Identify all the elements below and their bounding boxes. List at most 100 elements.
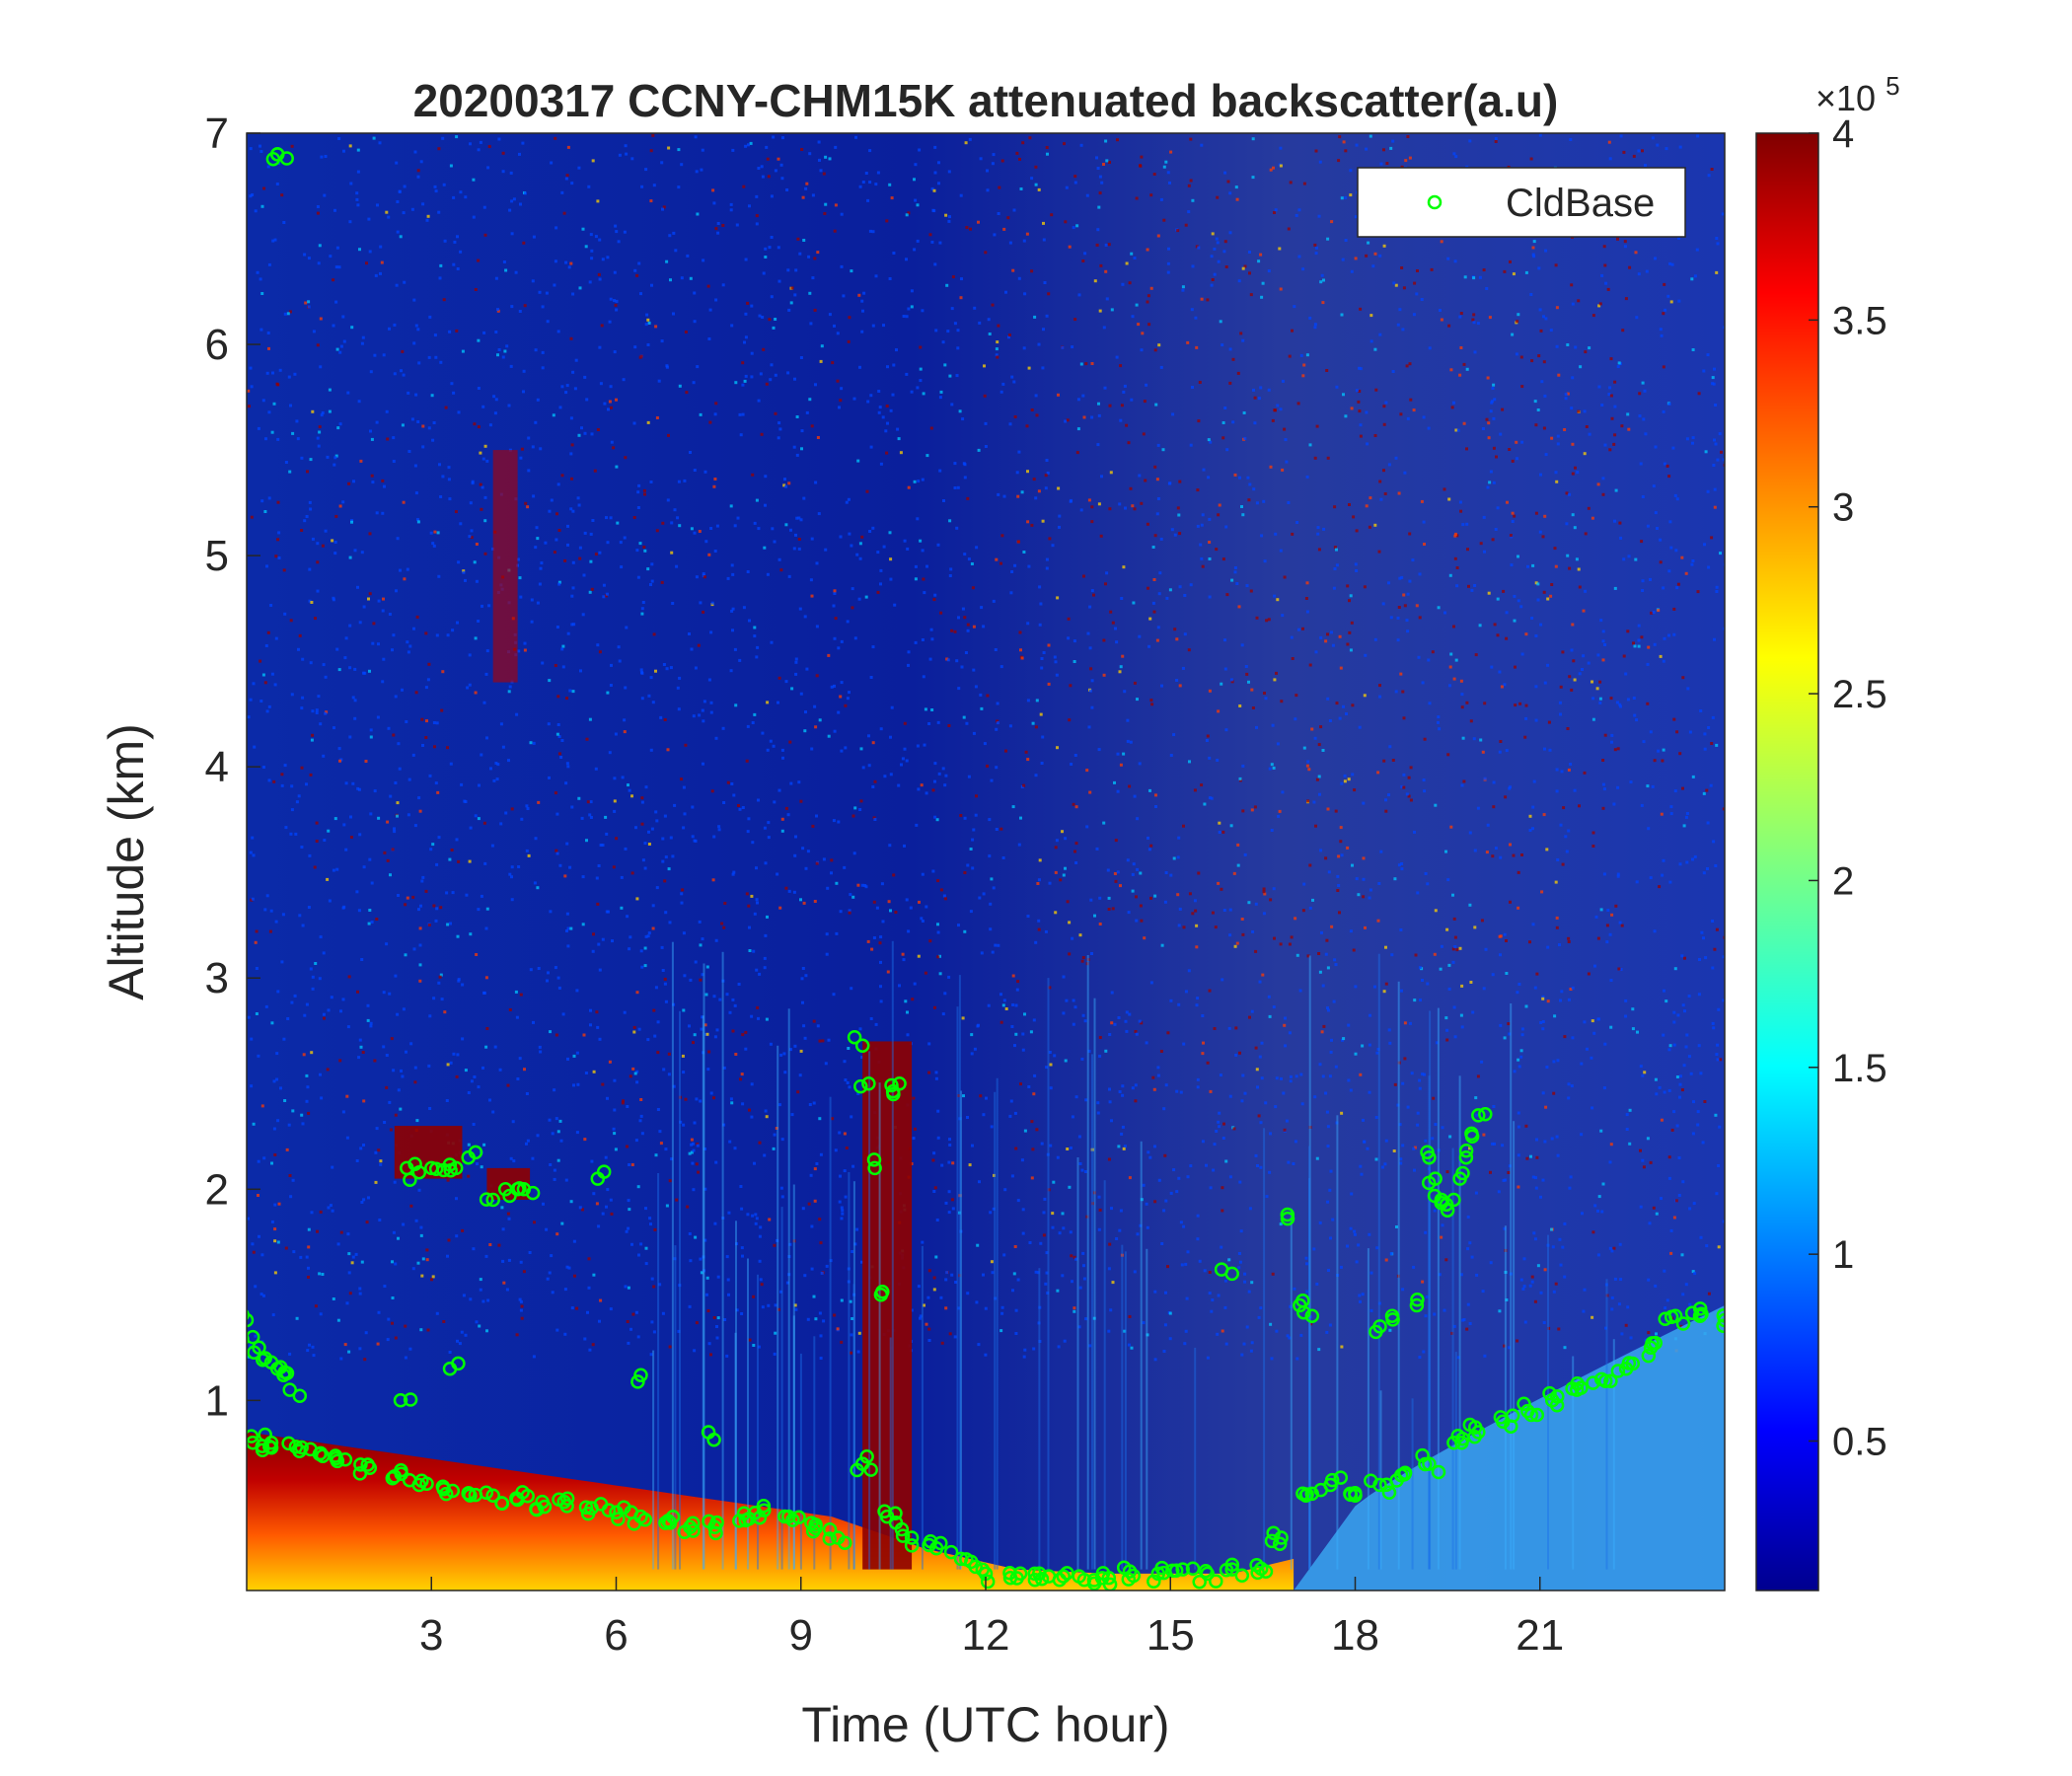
backscatter-speckle	[414, 393, 418, 397]
backscatter-speckle	[1128, 784, 1132, 788]
backscatter-speckle	[1084, 362, 1088, 366]
backscatter-speckle	[1273, 936, 1276, 940]
backscatter-speckle	[1629, 780, 1633, 784]
backscatter-speckle	[777, 788, 781, 792]
backscatter-speckle	[955, 659, 959, 663]
backscatter-speckle	[421, 424, 425, 428]
backscatter-speckle	[1382, 759, 1386, 763]
backscatter-speckle	[907, 485, 911, 489]
backscatter-speckle	[249, 194, 253, 198]
backscatter-speckle	[698, 920, 702, 924]
backscatter-speckle	[861, 309, 864, 313]
backscatter-speckle	[1492, 416, 1496, 420]
backscatter-speckle	[1294, 917, 1297, 921]
backscatter-speckle	[1318, 160, 1322, 164]
backscatter-speckle	[310, 1211, 314, 1215]
backscatter-speckle	[890, 196, 894, 200]
backscatter-speckle	[844, 1195, 848, 1199]
backscatter-speckle	[1121, 282, 1125, 286]
backscatter-speckle	[1406, 416, 1410, 420]
backscatter-speckle	[905, 898, 909, 902]
backscatter-speckle	[956, 346, 960, 350]
backscatter-speckle	[338, 422, 342, 426]
backscatter-speckle	[1251, 706, 1255, 709]
backscatter-speckle	[1153, 1358, 1157, 1362]
backscatter-speckle	[1512, 853, 1516, 857]
backscatter-speckle	[1279, 146, 1283, 150]
backscatter-speckle	[1091, 1202, 1094, 1206]
backscatter-speckle	[664, 855, 668, 859]
backscatter-speckle	[584, 245, 588, 249]
backscatter-speckle	[1153, 1145, 1156, 1148]
backscatter-speckle	[1602, 872, 1606, 876]
backscatter-speckle	[1722, 807, 1725, 811]
backscatter-speckle	[1396, 638, 1400, 642]
backscatter-speckle	[1517, 1125, 1520, 1129]
backscatter-speckle	[326, 1068, 330, 1072]
backscatter-speckle	[1270, 829, 1274, 832]
backscatter-speckle	[1127, 1343, 1131, 1347]
backscatter-speckle	[1145, 383, 1148, 387]
backscatter-speckle	[1670, 1128, 1674, 1132]
backscatter-speckle	[731, 607, 735, 611]
backscatter-speckle	[1596, 1253, 1600, 1257]
backscatter-speckle	[1188, 760, 1191, 764]
backscatter-speckle	[716, 222, 720, 225]
backscatter-speckle	[1453, 1035, 1457, 1039]
backscatter-speckle	[501, 170, 505, 174]
backscatter-speckle	[1669, 1251, 1673, 1255]
backscatter-speckle	[652, 1285, 656, 1289]
backscatter-speckle	[902, 958, 906, 962]
backscatter-speckle	[1135, 919, 1139, 923]
backscatter-speckle	[1317, 775, 1321, 778]
backscatter-speckle	[518, 1057, 522, 1061]
backscatter-speckle	[997, 492, 1000, 496]
backscatter-speckle	[1308, 1315, 1312, 1319]
backscatter-speckle	[1382, 148, 1385, 152]
backscatter-speckle	[919, 539, 923, 543]
backscatter-speckle	[1680, 1088, 1684, 1092]
backscatter-speckle	[1393, 1082, 1397, 1086]
backscatter-speckle	[1681, 1003, 1685, 1007]
backscatter-speckle	[267, 262, 271, 266]
backscatter-speckle	[1212, 1168, 1216, 1172]
backscatter-speckle	[576, 496, 580, 500]
backscatter-speckle	[707, 553, 711, 556]
backscatter-speckle	[529, 968, 533, 972]
backscatter-speckle	[392, 436, 396, 440]
backscatter-speckle	[563, 874, 567, 878]
backscatter-speckle	[400, 1069, 403, 1073]
backscatter-speckle	[1151, 601, 1155, 605]
backscatter-speckle	[759, 1225, 763, 1229]
backscatter-speckle	[588, 590, 592, 594]
backscatter-speckle	[640, 796, 644, 800]
backscatter-speckle	[1188, 892, 1192, 896]
backscatter-speckle	[751, 473, 755, 477]
backscatter-speckle	[1466, 548, 1469, 552]
backscatter-speckle	[1650, 611, 1654, 615]
backscatter-speckle	[644, 323, 648, 327]
backscatter-speckle	[1458, 373, 1462, 377]
backscatter-speckle	[1714, 864, 1718, 867]
backscatter-speckle	[1357, 400, 1361, 404]
backscatter-speckle	[976, 1243, 980, 1247]
backscatter-speckle	[1644, 432, 1648, 436]
backscatter-speckle	[1182, 824, 1185, 828]
backscatter-speckle	[287, 375, 291, 379]
backscatter-speckle	[1487, 421, 1491, 425]
backscatter-speckle	[254, 1334, 258, 1338]
backscatter-speckle	[639, 1242, 643, 1246]
backscatter-speckle	[1080, 1057, 1084, 1061]
backscatter-speckle	[868, 181, 872, 185]
backscatter-speckle	[368, 532, 372, 536]
backscatter-speckle	[1314, 824, 1317, 828]
backscatter-speckle	[435, 633, 439, 637]
backscatter-speckle	[1134, 1099, 1138, 1103]
backscatter-speckle	[1660, 812, 1664, 816]
backscatter-speckle	[721, 1217, 725, 1220]
backscatter-speckle	[773, 1133, 777, 1137]
backscatter-speckle	[1418, 616, 1422, 620]
backscatter-speckle	[982, 625, 986, 629]
backscatter-speckle	[426, 214, 430, 218]
backscatter-speckle	[1475, 1113, 1479, 1117]
